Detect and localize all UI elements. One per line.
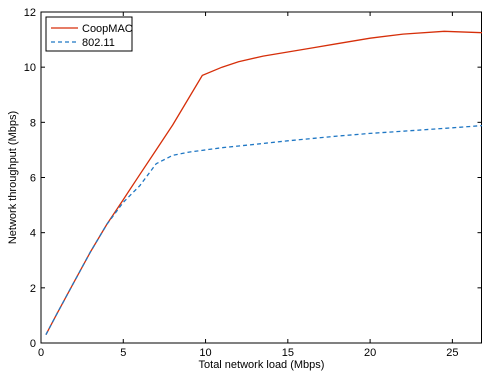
legend-entry-coopmac: CoopMAC bbox=[82, 23, 133, 35]
x-tick-label: 25 bbox=[446, 347, 458, 359]
y-tick-label: 8 bbox=[30, 117, 36, 129]
x-tick-label: 15 bbox=[282, 347, 294, 359]
x-axis-label: Total network load (Mbps) bbox=[199, 359, 325, 371]
plot-area bbox=[40, 11, 482, 344]
x-tick-label: 10 bbox=[199, 347, 211, 359]
y-tick-label: 4 bbox=[30, 228, 36, 240]
x-tick-label: 5 bbox=[120, 347, 126, 359]
series-line-coopmac bbox=[45, 30, 482, 336]
axis-ticks: 0 5 10 15 20 25 0 2 4 6 8 10 12 bbox=[24, 7, 482, 359]
series-layer bbox=[45, 30, 482, 336]
legend-entry-80211: 802.11 bbox=[82, 37, 115, 49]
y-tick-label: 0 bbox=[30, 338, 36, 350]
y-tick-label: 10 bbox=[24, 62, 36, 74]
x-tick-label: 0 bbox=[38, 347, 44, 359]
legend: CoopMAC 802.11 bbox=[45, 16, 133, 52]
x-tick-label: 20 bbox=[364, 347, 376, 359]
legend-box bbox=[45, 16, 133, 52]
y-tick-label: 12 bbox=[24, 7, 36, 19]
y-tick-label: 6 bbox=[30, 173, 36, 185]
y-tick-label: 2 bbox=[30, 283, 36, 295]
y-axis-label: Network throughput (Mbps) bbox=[7, 111, 19, 244]
